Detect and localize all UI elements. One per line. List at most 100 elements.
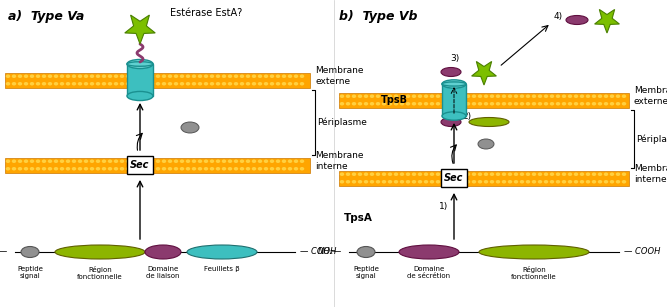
Ellipse shape <box>203 82 208 86</box>
Ellipse shape <box>18 75 22 78</box>
Ellipse shape <box>472 180 476 184</box>
Ellipse shape <box>30 75 34 78</box>
Ellipse shape <box>358 102 362 106</box>
Ellipse shape <box>233 160 238 163</box>
Ellipse shape <box>102 75 106 78</box>
Ellipse shape <box>479 245 589 259</box>
Ellipse shape <box>127 60 153 68</box>
Ellipse shape <box>586 95 590 98</box>
Ellipse shape <box>54 167 58 170</box>
Ellipse shape <box>520 95 524 98</box>
Ellipse shape <box>340 102 344 106</box>
Ellipse shape <box>442 173 446 176</box>
Text: Sec: Sec <box>130 160 149 170</box>
Ellipse shape <box>526 95 530 98</box>
Ellipse shape <box>460 102 464 106</box>
Ellipse shape <box>293 82 298 86</box>
Ellipse shape <box>108 160 112 163</box>
Text: b)  Type Vb: b) Type Vb <box>339 10 418 23</box>
Ellipse shape <box>508 102 512 106</box>
Ellipse shape <box>48 167 52 170</box>
Ellipse shape <box>478 173 482 176</box>
Ellipse shape <box>484 173 488 176</box>
Ellipse shape <box>568 180 572 184</box>
Ellipse shape <box>162 82 166 86</box>
Ellipse shape <box>532 173 536 176</box>
Ellipse shape <box>6 160 10 163</box>
Ellipse shape <box>96 167 100 170</box>
Ellipse shape <box>239 160 244 163</box>
Ellipse shape <box>496 95 500 98</box>
Text: Membrane
interne: Membrane interne <box>634 164 667 184</box>
Ellipse shape <box>156 160 160 163</box>
Ellipse shape <box>514 102 518 106</box>
Ellipse shape <box>144 75 148 78</box>
Ellipse shape <box>436 173 440 176</box>
Ellipse shape <box>36 82 40 86</box>
Ellipse shape <box>484 180 488 184</box>
Ellipse shape <box>508 173 512 176</box>
Ellipse shape <box>568 102 572 106</box>
Ellipse shape <box>394 102 398 106</box>
Ellipse shape <box>203 75 208 78</box>
Ellipse shape <box>191 160 196 163</box>
Ellipse shape <box>233 167 238 170</box>
Ellipse shape <box>257 82 262 86</box>
Text: 2): 2) <box>462 111 471 121</box>
Ellipse shape <box>418 173 422 176</box>
Ellipse shape <box>72 82 76 86</box>
Ellipse shape <box>424 180 428 184</box>
Ellipse shape <box>227 160 232 163</box>
Ellipse shape <box>167 167 172 170</box>
Ellipse shape <box>394 180 398 184</box>
Ellipse shape <box>24 82 28 86</box>
Ellipse shape <box>586 173 590 176</box>
Ellipse shape <box>550 102 554 106</box>
FancyBboxPatch shape <box>441 169 467 187</box>
Ellipse shape <box>245 167 250 170</box>
Ellipse shape <box>66 167 70 170</box>
Ellipse shape <box>108 75 112 78</box>
Ellipse shape <box>221 167 226 170</box>
Ellipse shape <box>520 102 524 106</box>
Ellipse shape <box>520 173 524 176</box>
Ellipse shape <box>173 160 178 163</box>
Ellipse shape <box>209 82 214 86</box>
Ellipse shape <box>287 82 292 86</box>
Ellipse shape <box>215 167 220 170</box>
Ellipse shape <box>60 167 64 170</box>
Ellipse shape <box>490 102 494 106</box>
Ellipse shape <box>399 245 459 259</box>
Ellipse shape <box>357 247 375 258</box>
Ellipse shape <box>412 102 416 106</box>
Ellipse shape <box>394 95 398 98</box>
Ellipse shape <box>293 160 298 163</box>
Ellipse shape <box>352 173 356 176</box>
Ellipse shape <box>84 82 88 86</box>
Ellipse shape <box>478 95 482 98</box>
Ellipse shape <box>191 82 196 86</box>
Ellipse shape <box>592 102 596 106</box>
Ellipse shape <box>346 180 350 184</box>
Ellipse shape <box>55 245 145 259</box>
Ellipse shape <box>48 160 52 163</box>
Ellipse shape <box>24 160 28 163</box>
Ellipse shape <box>430 180 434 184</box>
Ellipse shape <box>132 82 136 86</box>
Ellipse shape <box>370 180 374 184</box>
Ellipse shape <box>269 160 274 163</box>
Ellipse shape <box>418 180 422 184</box>
Ellipse shape <box>191 75 196 78</box>
Ellipse shape <box>173 75 178 78</box>
Ellipse shape <box>78 82 82 86</box>
Ellipse shape <box>72 75 76 78</box>
Ellipse shape <box>36 75 40 78</box>
Ellipse shape <box>592 95 596 98</box>
Ellipse shape <box>346 95 350 98</box>
Ellipse shape <box>102 167 106 170</box>
Ellipse shape <box>472 173 476 176</box>
Ellipse shape <box>538 180 542 184</box>
Ellipse shape <box>610 180 614 184</box>
Ellipse shape <box>84 75 88 78</box>
Ellipse shape <box>257 75 262 78</box>
